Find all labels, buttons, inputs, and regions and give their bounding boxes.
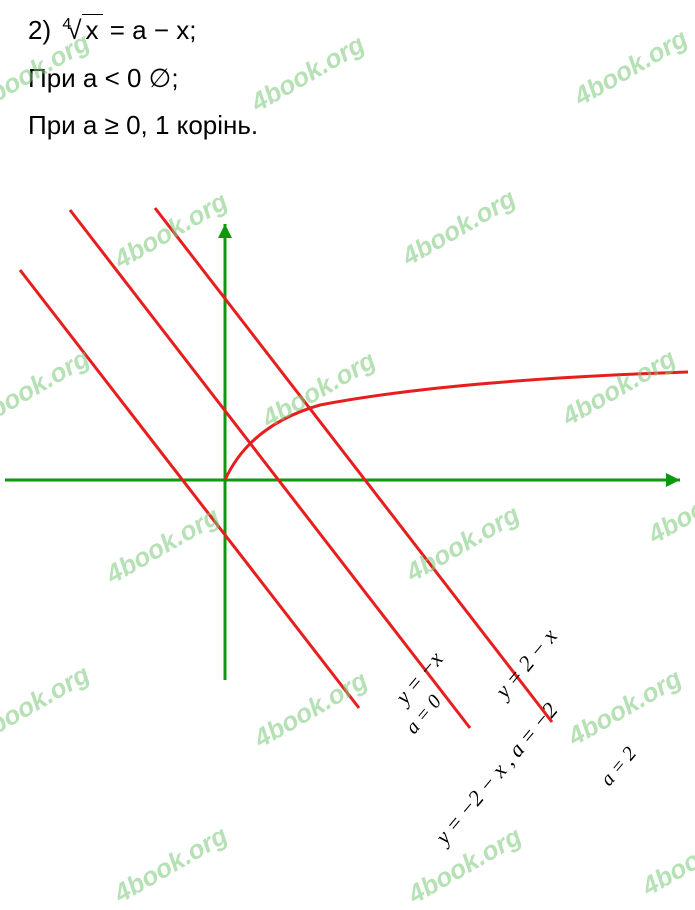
condition-line-2: При a ≥ 0, 1 корінь.	[28, 105, 258, 147]
watermark-text: 4book.org	[246, 29, 370, 119]
watermark-text: 4book.org	[637, 813, 695, 903]
line1-prefix: 2)	[28, 15, 58, 45]
radical-body: x	[82, 14, 103, 45]
graph-chart	[0, 180, 695, 730]
line1-suffix: = a − x;	[103, 15, 197, 45]
watermark-text: 4book.org	[403, 821, 527, 910]
watermark-text: 4book.org	[569, 23, 693, 113]
radical: 4√x	[58, 10, 102, 52]
condition-line-1: При a < 0 ∅;	[28, 58, 258, 100]
problem-text: 2) 4√x = a − x; При a < 0 ∅; При a ≥ 0, …	[28, 10, 258, 147]
watermark-text: 4book.org	[109, 820, 233, 910]
equation-line: 2) 4√x = a − x;	[28, 10, 258, 52]
radical-index: 4	[62, 16, 71, 33]
curve-label-2b: a = 2	[596, 743, 642, 791]
